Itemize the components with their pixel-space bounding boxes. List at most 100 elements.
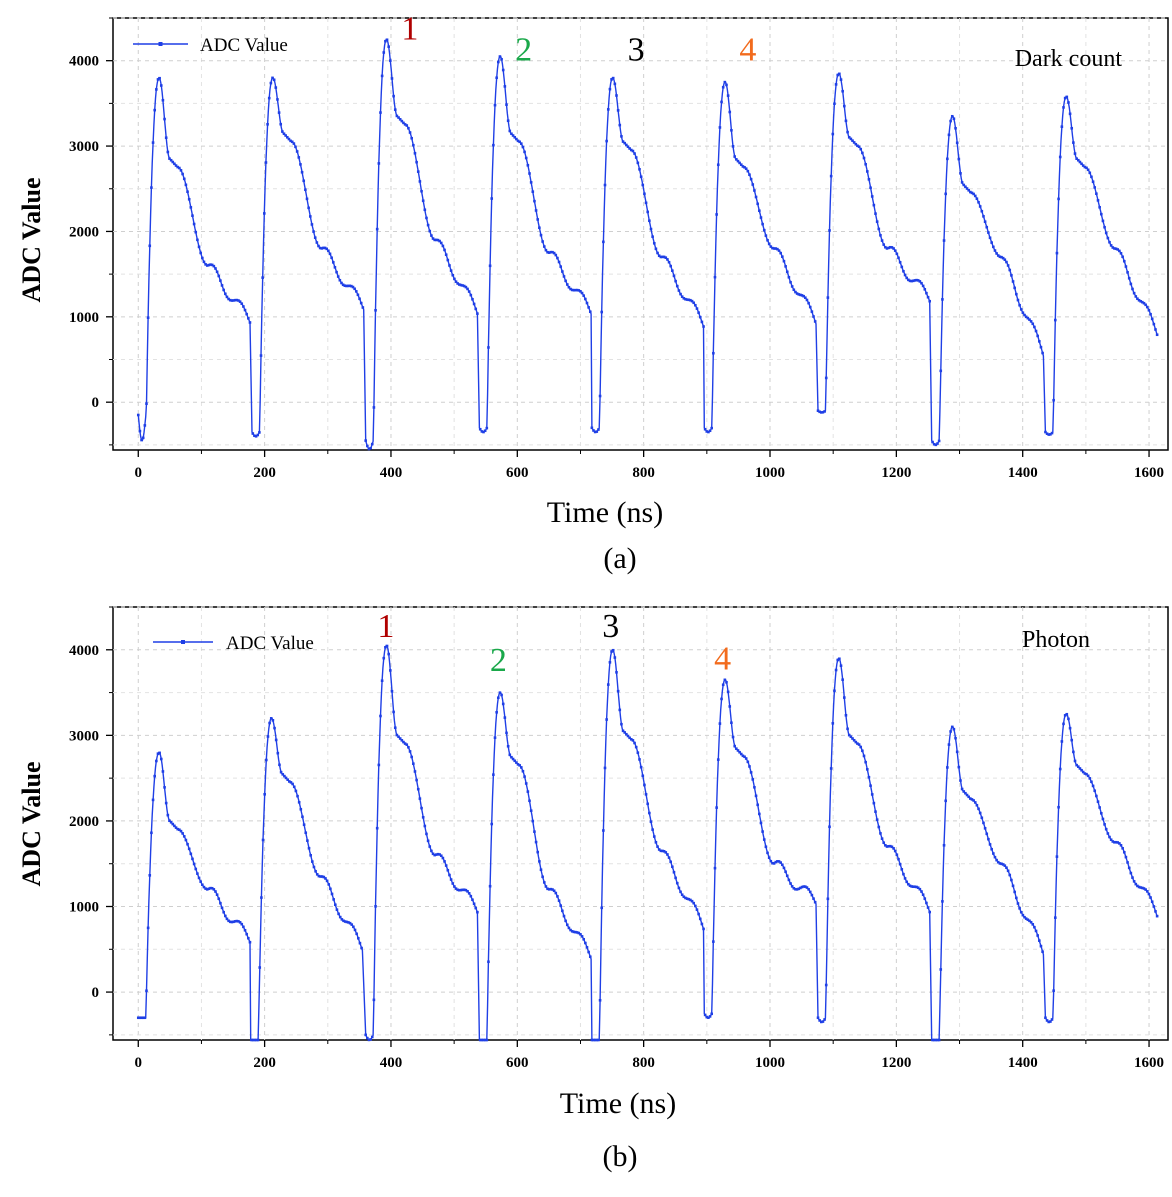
data-point	[482, 430, 485, 434]
data-point	[898, 260, 902, 264]
data-point	[613, 82, 617, 86]
data-point	[542, 245, 546, 248]
data-point	[557, 899, 561, 902]
data-point	[1093, 789, 1097, 793]
data-point	[523, 150, 526, 154]
data-point	[797, 293, 801, 296]
data-point	[621, 140, 625, 143]
data-point	[194, 230, 198, 234]
data-point	[1139, 300, 1143, 303]
data-point	[320, 247, 324, 250]
data-point	[528, 172, 531, 175]
data-point	[1134, 882, 1138, 886]
data-point	[159, 757, 163, 761]
data-point	[1132, 880, 1136, 883]
data-point	[605, 718, 608, 721]
data-point	[1119, 251, 1123, 255]
data-point	[618, 123, 622, 127]
data-point	[201, 256, 204, 260]
data-point	[600, 310, 604, 314]
data-point	[297, 156, 301, 159]
data-point	[511, 134, 515, 137]
y-tick-label: 1000	[69, 310, 99, 326]
data-point	[944, 192, 947, 196]
data-point	[153, 774, 156, 778]
data-point	[253, 434, 256, 438]
data-point	[148, 874, 152, 877]
data-point	[1085, 166, 1088, 170]
data-point	[518, 764, 521, 767]
data-point	[263, 212, 266, 215]
data-point	[1101, 817, 1105, 821]
data-point	[431, 237, 435, 240]
data-point	[1063, 714, 1067, 717]
data-point	[171, 822, 175, 826]
data-point	[1053, 916, 1057, 919]
data-point	[1010, 878, 1013, 882]
data-point	[531, 819, 535, 823]
data-point	[143, 1016, 147, 1020]
data-point	[808, 305, 812, 309]
data-point	[214, 890, 217, 893]
data-point	[1050, 1018, 1054, 1021]
data-point	[493, 103, 497, 107]
data-point	[335, 270, 338, 274]
data-point	[920, 890, 923, 893]
data-point	[888, 245, 892, 249]
data-point	[301, 815, 304, 819]
data-point	[1060, 125, 1064, 129]
data-point	[227, 919, 230, 923]
data-point	[430, 234, 433, 237]
data-point	[674, 876, 677, 880]
data-point	[302, 179, 306, 183]
data-point	[1023, 915, 1026, 919]
data-point	[708, 429, 712, 433]
data-point	[646, 802, 650, 806]
data-point	[921, 893, 925, 897]
data-point	[995, 252, 998, 255]
data-point	[407, 126, 410, 130]
data-point	[375, 826, 379, 830]
data-point	[643, 192, 646, 196]
data-point	[847, 733, 851, 737]
data-point	[230, 299, 234, 302]
data-point	[789, 280, 792, 284]
data-point	[713, 275, 717, 279]
data-point	[1024, 917, 1028, 920]
data-point	[758, 209, 761, 213]
data-point	[382, 656, 386, 660]
data-point	[317, 244, 320, 248]
data-point	[284, 776, 288, 780]
data-point	[865, 170, 869, 173]
data-point	[1080, 162, 1083, 166]
data-point	[1068, 726, 1072, 730]
data-point	[1005, 260, 1008, 264]
data-point	[155, 759, 158, 763]
data-point	[818, 410, 821, 414]
data-point	[166, 150, 170, 154]
data-point	[382, 51, 386, 54]
data-point	[171, 160, 175, 164]
data-point	[1021, 913, 1025, 917]
data-point	[245, 932, 248, 936]
data-point	[204, 263, 207, 266]
data-point	[453, 277, 456, 281]
data-point	[464, 888, 468, 892]
data-point	[290, 140, 294, 144]
data-point	[996, 860, 1000, 864]
data-point	[1057, 805, 1060, 809]
data-point	[318, 246, 322, 250]
data-point	[577, 931, 581, 935]
data-point	[451, 882, 455, 885]
data-point	[611, 648, 615, 652]
data-point	[751, 183, 755, 186]
data-point	[1049, 1020, 1052, 1023]
data-point	[515, 137, 518, 141]
data-point	[377, 162, 381, 165]
data-point	[669, 860, 672, 864]
data-point	[366, 1036, 369, 1040]
data-point	[710, 1012, 713, 1016]
data-point	[395, 114, 399, 118]
data-point	[687, 298, 691, 302]
data-point	[941, 900, 944, 903]
